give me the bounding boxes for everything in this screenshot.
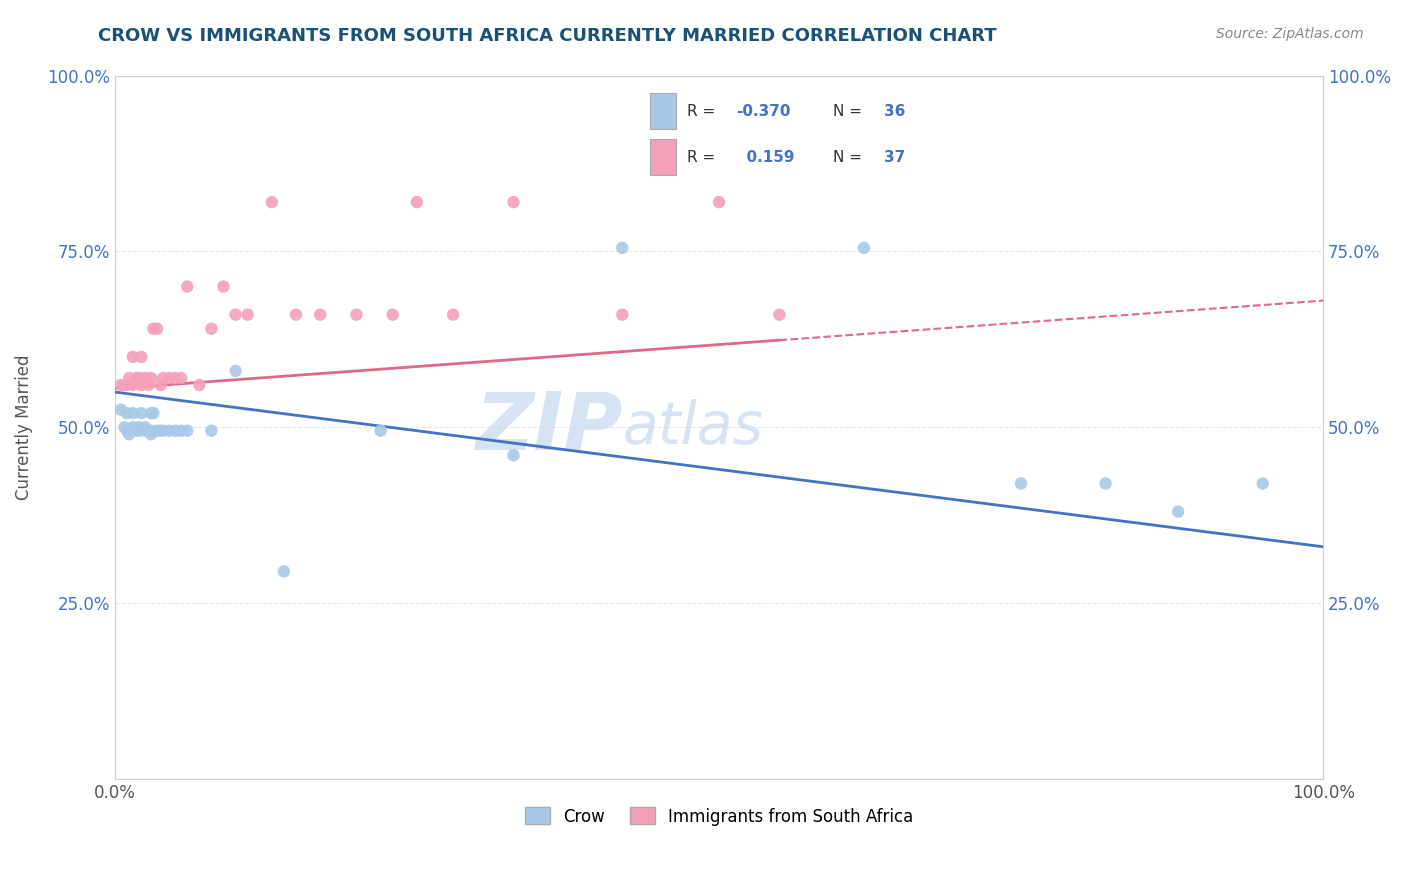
Text: atlas: atlas [623, 399, 763, 456]
Point [152, 424, 174, 438]
Point [146, 424, 169, 438]
Point [1010, 476, 1032, 491]
Point [146, 322, 169, 336]
Point [176, 279, 198, 293]
Point [441, 308, 464, 322]
Point [131, 378, 153, 392]
Point [225, 308, 247, 322]
Point [273, 565, 295, 579]
Point [260, 195, 283, 210]
Point [157, 424, 180, 438]
Point [110, 402, 132, 417]
Point [768, 308, 790, 322]
Point [707, 195, 730, 210]
Point [122, 350, 145, 364]
Point [200, 322, 222, 336]
Point [852, 241, 875, 255]
Point [612, 241, 634, 255]
Point [118, 371, 141, 385]
Point [152, 371, 174, 385]
Point [118, 427, 141, 442]
Point [125, 371, 148, 385]
Point [128, 371, 150, 385]
Point [128, 420, 150, 434]
Point [149, 378, 172, 392]
Point [236, 308, 259, 322]
Point [115, 378, 138, 392]
Point [122, 378, 145, 392]
Point [122, 406, 145, 420]
Point [285, 308, 308, 322]
Point [405, 195, 427, 210]
Point [112, 378, 135, 392]
Point [309, 308, 332, 322]
Point [502, 195, 524, 210]
Point [200, 424, 222, 438]
Point [134, 420, 156, 434]
Point [122, 420, 145, 434]
Text: ZIP: ZIP [475, 388, 623, 467]
Point [212, 279, 235, 293]
Point [139, 406, 162, 420]
Point [149, 424, 172, 438]
Point [110, 378, 132, 392]
Point [115, 424, 138, 438]
Point [115, 406, 138, 420]
Point [381, 308, 404, 322]
Point [139, 427, 162, 442]
Point [112, 420, 135, 434]
Point [165, 371, 187, 385]
Point [1094, 476, 1116, 491]
Point [1251, 476, 1274, 491]
Point [165, 424, 187, 438]
Point [346, 308, 368, 322]
Point [128, 424, 150, 438]
Point [1167, 505, 1189, 519]
Point [502, 448, 524, 462]
Point [370, 424, 392, 438]
Point [612, 308, 634, 322]
Text: CROW VS IMMIGRANTS FROM SOUTH AFRICA CURRENTLY MARRIED CORRELATION CHART: CROW VS IMMIGRANTS FROM SOUTH AFRICA CUR… [98, 27, 997, 45]
Point [139, 371, 162, 385]
Y-axis label: Currently Married: Currently Married [15, 354, 32, 500]
Point [138, 378, 160, 392]
Point [188, 378, 211, 392]
Legend: Crow, Immigrants from South Africa: Crow, Immigrants from South Africa [516, 799, 921, 834]
Point [142, 322, 165, 336]
Point [131, 406, 153, 420]
Point [134, 371, 156, 385]
Point [139, 424, 162, 438]
Point [176, 424, 198, 438]
Point [157, 371, 180, 385]
Text: Source: ZipAtlas.com: Source: ZipAtlas.com [1216, 27, 1364, 41]
Point [134, 424, 156, 438]
Point [125, 424, 148, 438]
Point [138, 424, 160, 438]
Point [131, 350, 153, 364]
Point [225, 364, 247, 378]
Point [142, 406, 165, 420]
Point [170, 371, 193, 385]
Point [170, 424, 193, 438]
